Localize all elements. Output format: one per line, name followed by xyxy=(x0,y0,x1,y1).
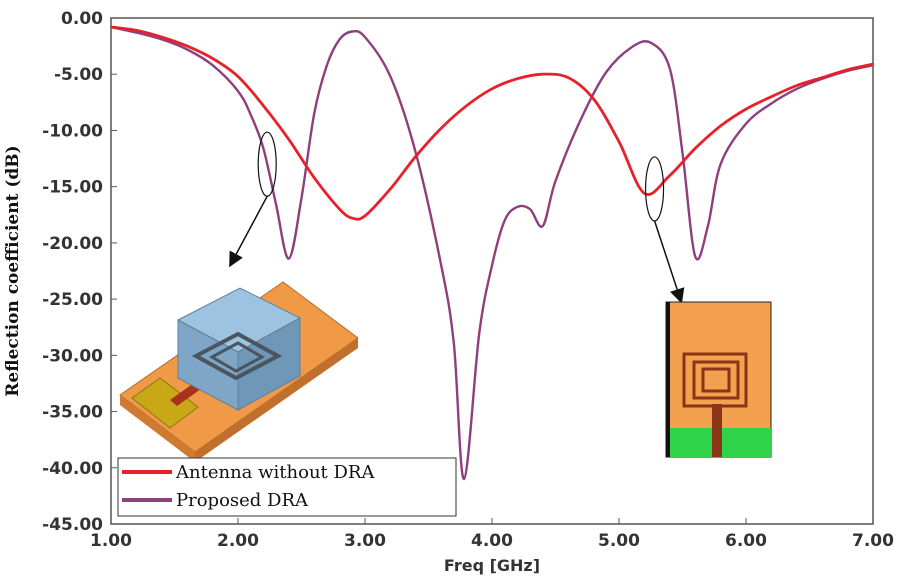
y-tick-label: -35.00 xyxy=(42,403,103,423)
y-tick-label: 0.00 xyxy=(61,9,103,29)
series-line-proposed-dra xyxy=(110,25,874,481)
y-tick-label: -40.00 xyxy=(42,459,103,479)
x-axis: 1.00 2.00 3.00 4.00 5.00 6.00 7.00 xyxy=(90,518,894,551)
legend-label-antenna-without-dra: Antenna without DRA xyxy=(175,462,375,483)
series-line-antenna-without-dra xyxy=(110,25,874,221)
x-tick-label: 4.00 xyxy=(471,531,513,551)
low-band-marker-arrow xyxy=(229,195,268,268)
x-tick-label: 5.00 xyxy=(598,531,640,551)
planar-antenna-inset-image xyxy=(665,301,772,458)
x-tick-label: 2.00 xyxy=(217,531,259,551)
y-tick-label: -30.00 xyxy=(42,346,103,366)
y-tick-label: -15.00 xyxy=(42,178,103,198)
legend: Antenna without DRA Proposed DRA xyxy=(117,457,457,517)
x-axis-title: Freq [GHz] xyxy=(444,556,540,575)
legend-label-proposed-dra: Proposed DRA xyxy=(176,490,309,511)
y-tick-label: -45.00 xyxy=(42,515,103,535)
x-tick-label: 7.00 xyxy=(852,531,894,551)
annotation-layer xyxy=(229,131,685,304)
y-axis: 0.00 -5.00 -10.00 -15.00 -20.00 -25.00 -30.00 -… xyxy=(42,9,117,535)
series-layer xyxy=(110,25,874,481)
x-tick-label: 3.00 xyxy=(344,531,386,551)
y-tick-label: -25.00 xyxy=(42,290,103,310)
legend-box xyxy=(117,457,457,517)
x-tick-label: 6.00 xyxy=(725,531,767,551)
high-band-marker-arrow xyxy=(653,220,685,304)
x-tick-label: 1.00 xyxy=(90,531,132,551)
y-tick-label: -10.00 xyxy=(42,121,103,141)
y-tick-label: -5.00 xyxy=(54,65,103,85)
y-axis-title: Reflection coefficient (dB) xyxy=(3,145,23,396)
y-tick-label: -20.00 xyxy=(42,234,103,254)
dra-3d-inset-image xyxy=(119,281,359,462)
